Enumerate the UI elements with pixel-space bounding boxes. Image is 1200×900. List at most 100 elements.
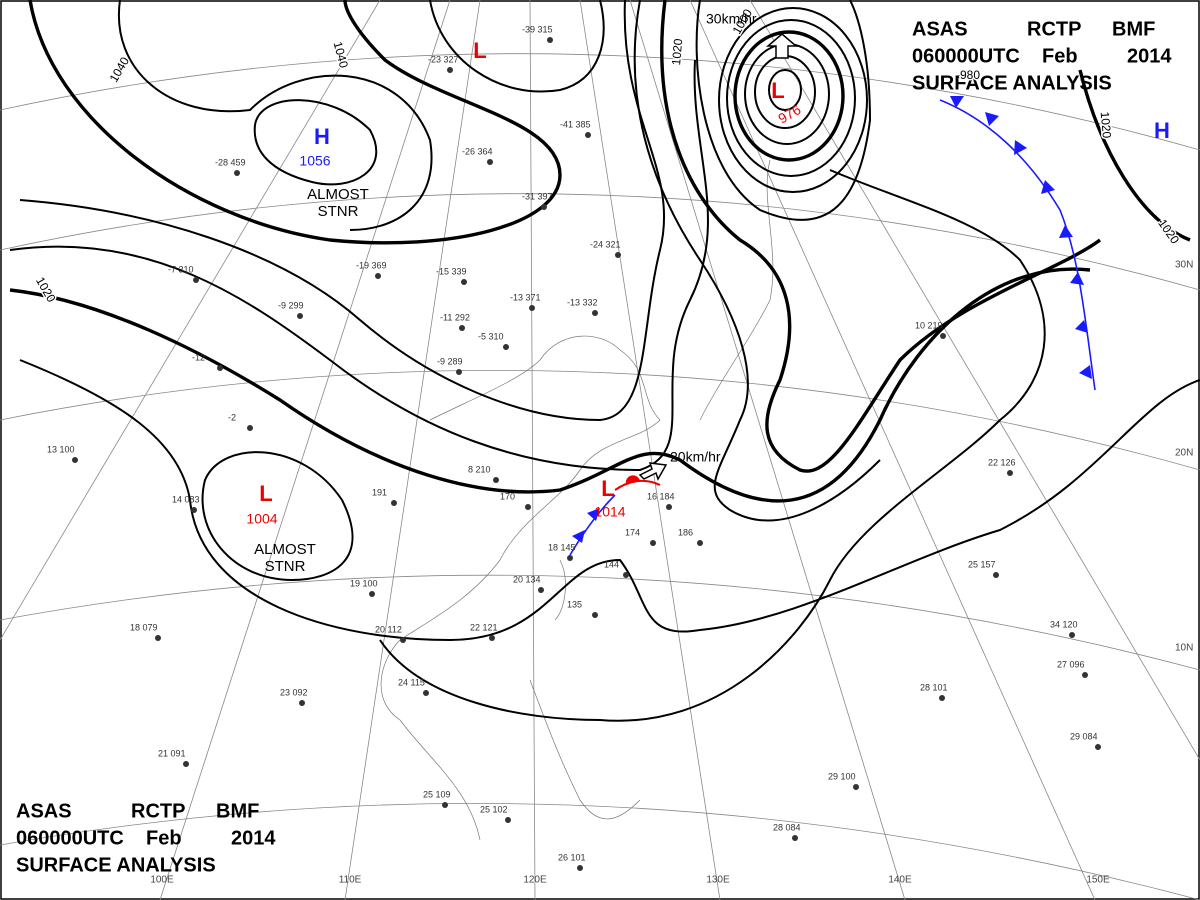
station-dot <box>217 365 223 371</box>
front-symbols <box>625 475 640 484</box>
isobar <box>201 451 354 582</box>
header-text: 060000UTC <box>912 45 1020 67</box>
header-text: RCTP <box>1027 18 1081 40</box>
meridian <box>159 0 451 900</box>
fronts <box>569 96 1096 556</box>
station-dot <box>234 170 240 176</box>
isobar <box>19 0 665 422</box>
station-value: 16 184 <box>647 491 675 501</box>
isobar <box>1078 69 1191 242</box>
motion-label: 30km/hr <box>706 11 757 27</box>
isobars <box>9 0 1200 722</box>
station-dot <box>505 817 511 823</box>
pressure-center: H <box>314 124 330 149</box>
station-value: -5 310 <box>478 331 504 341</box>
coastlines <box>380 159 774 841</box>
meridian <box>579 0 721 900</box>
station-value: -9 289 <box>437 356 463 366</box>
coastline <box>554 559 566 621</box>
station-dot <box>503 344 509 350</box>
station-value: 25 102 <box>480 804 508 814</box>
longitude-label: 130E <box>706 875 730 886</box>
pressure-center: L <box>771 78 784 103</box>
station-dot <box>585 132 591 138</box>
station-value: 23 092 <box>280 687 308 697</box>
station-dot <box>375 273 381 279</box>
isobar <box>695 0 872 221</box>
status-note: STNR <box>318 203 359 220</box>
station-value: 20 112 <box>375 624 402 634</box>
station-value: 18 079 <box>130 622 158 632</box>
station-dot <box>297 313 303 319</box>
station-value: 10 219 <box>915 320 943 330</box>
station-value: -7 310 <box>168 264 194 274</box>
motion-label: 20km/hr <box>670 449 721 465</box>
station-dot <box>939 695 945 701</box>
station-dot <box>1095 744 1101 750</box>
station-dot <box>442 802 448 808</box>
parallel <box>0 193 1200 291</box>
station-value: -41 385 <box>560 119 591 129</box>
longitude-label: 120E <box>523 875 547 886</box>
parallel <box>0 574 1200 671</box>
station-value: 19 100 <box>350 578 378 588</box>
parallel <box>0 803 1200 900</box>
header-text: BMF <box>216 800 259 822</box>
station-dot <box>400 637 406 643</box>
station-dot <box>541 204 547 210</box>
header-text: BMF <box>1112 18 1155 40</box>
station-dot <box>529 305 535 311</box>
meridian <box>344 0 481 900</box>
station-value: -31 397 <box>522 191 553 201</box>
station-value: 29 100 <box>828 771 856 781</box>
header-text: Feb <box>1042 45 1078 67</box>
coastline <box>380 335 661 841</box>
station-value: -15 339 <box>436 266 467 276</box>
station-dot <box>193 277 199 283</box>
header-text: 2014 <box>1127 45 1172 67</box>
station-dot <box>299 700 305 706</box>
station-value: 21 091 <box>158 748 186 758</box>
station-dot <box>547 37 553 43</box>
header-text: ASAS <box>912 18 968 40</box>
station-value: 135 <box>567 599 582 609</box>
isobar-label: 980 <box>960 68 980 82</box>
isobar <box>9 59 709 472</box>
pressure-center: L <box>601 476 614 501</box>
parallel <box>0 370 1200 471</box>
isobar <box>660 0 1102 473</box>
center-pressure: 1056 <box>299 153 330 169</box>
station-value: -24 321 <box>590 239 621 249</box>
station-value: 28 101 <box>920 682 948 692</box>
isobar <box>726 19 856 177</box>
motion-arrows <box>638 33 799 481</box>
station-dot <box>155 635 161 641</box>
meridian <box>529 0 536 900</box>
header-text: 2014 <box>231 827 276 849</box>
station-value: -26 364 <box>462 146 493 156</box>
header-text: Feb <box>146 827 182 849</box>
station-dot <box>592 310 598 316</box>
station-dot <box>489 635 495 641</box>
longitude-label: 140E <box>888 875 912 886</box>
station-value: 144 <box>604 559 619 569</box>
station-dot <box>423 690 429 696</box>
station-value: 20 134 <box>513 574 541 584</box>
station-value: -13 371 <box>510 292 541 302</box>
latitude-label: 10N <box>1175 643 1193 654</box>
station-dot <box>493 477 499 483</box>
station-dot <box>1082 672 1088 678</box>
station-dot <box>525 504 531 510</box>
station-dot <box>247 425 253 431</box>
coastline <box>529 679 641 820</box>
station-value: 186 <box>678 527 693 537</box>
header-text: SURFACE ANALYSIS <box>16 854 216 876</box>
isobar <box>733 30 845 162</box>
isobar <box>718 7 868 193</box>
latitude-label: 20N <box>1175 448 1193 459</box>
station-value: 28 084 <box>773 822 801 832</box>
motion-arrow <box>638 462 668 481</box>
station-value: 22 126 <box>988 457 1016 467</box>
station-dot <box>567 555 573 561</box>
front-symbols <box>572 508 600 543</box>
